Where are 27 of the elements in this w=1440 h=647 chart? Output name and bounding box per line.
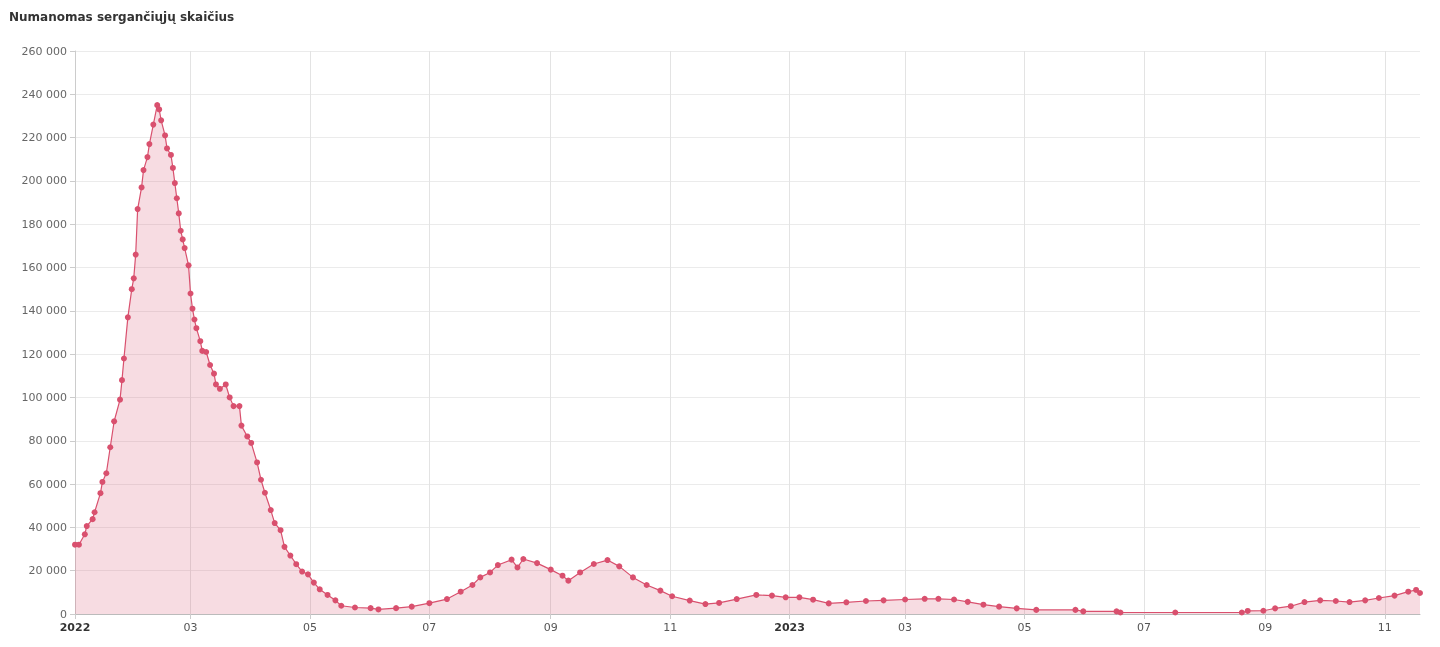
- y-tick-label: 220 000: [21, 131, 67, 145]
- y-tick-label: 160 000: [21, 261, 67, 275]
- x-tick-label: 09: [1258, 621, 1273, 634]
- y-tick-label: 0: [60, 607, 67, 621]
- x-tick-label: 07: [422, 621, 437, 634]
- y-tick-label: 140 000: [21, 304, 67, 318]
- y-tick-label: 180 000: [21, 217, 67, 231]
- y-tick-label: 240 000: [21, 87, 67, 101]
- x-tick-label: 11: [663, 621, 678, 634]
- x-tick-label: 05: [1017, 621, 1032, 634]
- x-tick-label: 2022: [59, 621, 91, 634]
- y-tick-label: 200 000: [21, 174, 67, 188]
- y-tick-label: 40 000: [28, 520, 67, 534]
- chart-title: Numanomas sergančiųjų skaičius: [9, 10, 235, 24]
- y-tick-label: 80 000: [28, 434, 67, 448]
- x-tick-label: 03: [183, 621, 198, 634]
- x-tick-label: 05: [302, 621, 317, 634]
- x-tick-label: 11: [1377, 621, 1392, 634]
- x-tick-label: 03: [898, 621, 913, 634]
- y-tick-label: 20 000: [28, 564, 67, 578]
- x-tick-label: 07: [1136, 621, 1151, 634]
- x-tick-label: 09: [543, 621, 558, 634]
- x-tick-label: 2023: [774, 621, 805, 634]
- y-tick-label: 60 000: [28, 477, 67, 491]
- y-tick-label: 100 000: [21, 390, 67, 404]
- y-tick-label: 260 000: [21, 44, 67, 58]
- y-tick-label: 120 000: [21, 347, 67, 361]
